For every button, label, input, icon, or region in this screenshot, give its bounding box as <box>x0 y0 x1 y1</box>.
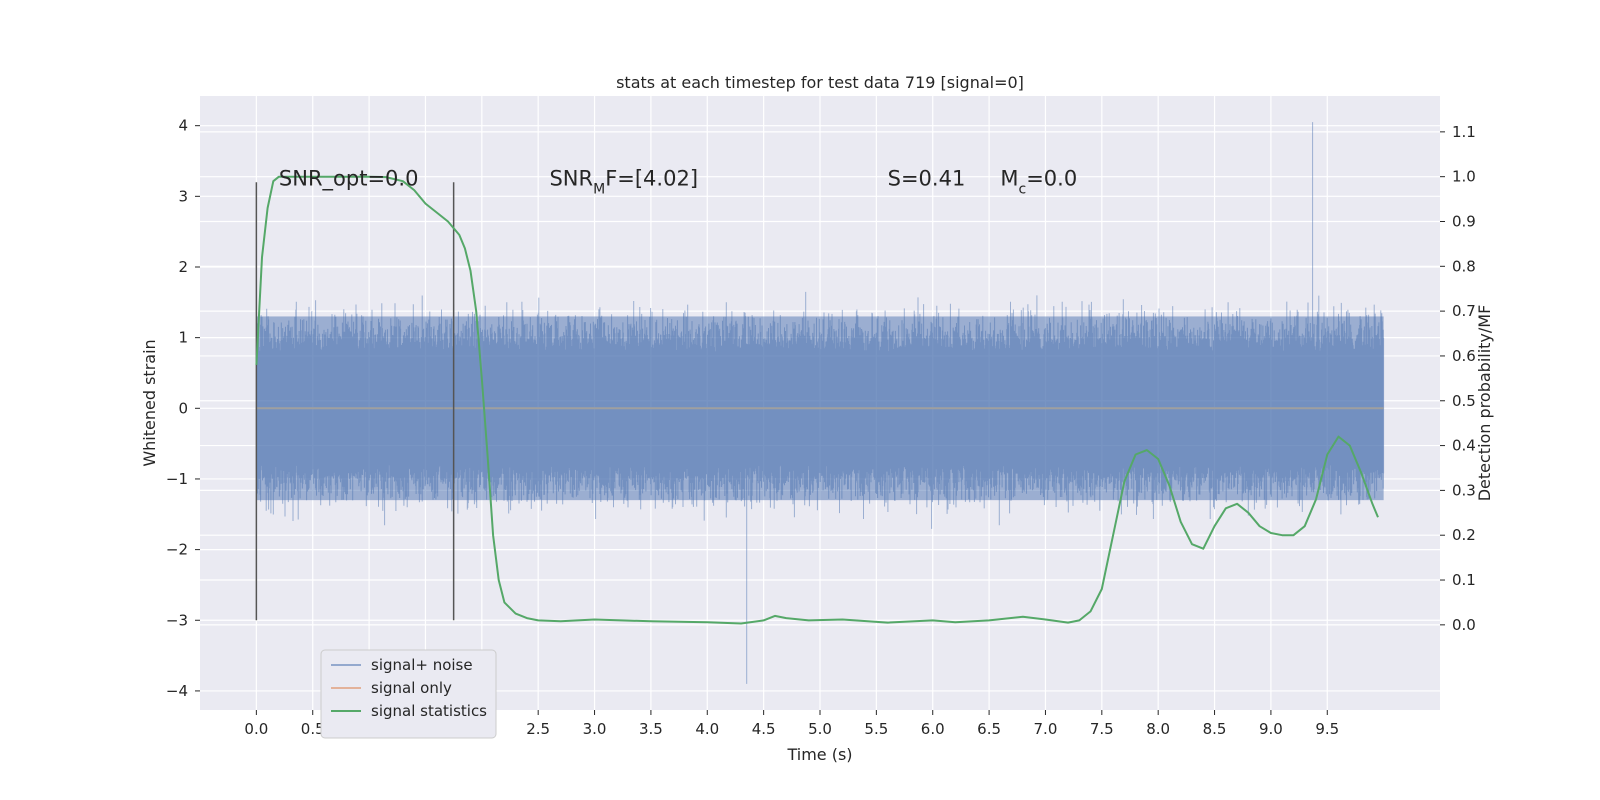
annotation-text: S=0.41 <box>888 167 966 191</box>
x-tick-label: 8.0 <box>1146 720 1170 738</box>
legend-box <box>320 649 497 739</box>
y-tick-label: −4 <box>166 682 188 700</box>
y2-tick-label: 0.1 <box>1452 571 1476 589</box>
x-tick-label: 4.5 <box>752 720 776 738</box>
x-tick-label: 0.5 <box>301 720 325 738</box>
x-tick-label: 4.0 <box>695 720 719 738</box>
y2-tick-label: 0.2 <box>1452 526 1476 544</box>
y-tick-label: 4 <box>178 117 188 135</box>
y-tick-label: 0 <box>178 399 188 417</box>
x-tick-label: 8.5 <box>1203 720 1227 738</box>
legend-label-signal-noise: signal+ noise <box>371 656 473 674</box>
y2-tick-label: 1.1 <box>1452 123 1476 141</box>
x-tick-label: 5.0 <box>808 720 832 738</box>
y-tick-label: −2 <box>166 541 188 559</box>
y-tick-label: 3 <box>178 187 188 205</box>
y2-tick-label: 0.9 <box>1452 212 1476 230</box>
x-tick-label: 3.0 <box>583 720 607 738</box>
annotations: SNR_opt=0.0 SNRMF=[4.02] S=0.41 Mc=0.0 <box>279 167 1077 198</box>
y2-axis-ticks: 0.0 0.1 0.2 0.3 0.4 0.5 0.6 0.7 0.8 0.9 1.0 1.1 <box>1440 123 1476 634</box>
legend-label-signal-only: signal only <box>371 679 452 697</box>
signal-statistics-line <box>255 175 1379 625</box>
y2-tick-label: 0.5 <box>1452 392 1476 410</box>
marker-lines <box>255 182 455 621</box>
y-tick-label: −1 <box>166 470 188 488</box>
y2-tick-label: 0.7 <box>1452 302 1476 320</box>
signal-statistics-series <box>255 175 1379 625</box>
y2-tick-label: 0.3 <box>1452 481 1476 499</box>
annotation-text: Mc=0.0 <box>1000 167 1077 198</box>
x-tick-label: 7.0 <box>1034 720 1058 738</box>
y-tick-label: −3 <box>166 611 188 629</box>
y2-axis-label: Detection probability/MF <box>1475 305 1494 502</box>
x-tick-label: 5.5 <box>864 720 888 738</box>
y-axis-ticks: −4 −3 −2 −1 0 1 2 3 4 <box>166 117 200 700</box>
y2-tick-label: 1.0 <box>1452 168 1476 186</box>
x-tick-label: 9.0 <box>1259 720 1283 738</box>
x-tick-label: 6.0 <box>921 720 945 738</box>
annotation-text: SNR_opt=0.0 <box>279 167 419 192</box>
chart-title: stats at each timestep for test data 719… <box>616 73 1024 92</box>
x-tick-label: 9.5 <box>1315 720 1339 738</box>
y2-tick-label: 0.0 <box>1452 616 1476 634</box>
y2-tick-label: 0.6 <box>1452 347 1476 365</box>
y2-tick-label: 0.4 <box>1452 437 1476 455</box>
x-tick-label: 3.5 <box>639 720 663 738</box>
y-axis-label: Whitened strain <box>140 339 159 466</box>
x-tick-label: 6.5 <box>977 720 1001 738</box>
x-tick-label: 7.5 <box>1090 720 1114 738</box>
x-tick-label: 2.5 <box>526 720 550 738</box>
legend-label-signal-statistics: signal statistics <box>371 702 487 720</box>
x-tick-label: 0.0 <box>244 720 268 738</box>
y2-tick-label: 0.8 <box>1452 257 1476 275</box>
y-tick-label: 2 <box>178 258 188 276</box>
legend: signal+ noise signal only signal statist… <box>320 649 497 739</box>
x-axis-ticks: 0.00.51.01.52.02.53.03.54.04.55.05.56.06… <box>244 710 1339 738</box>
x-axis-label: Time (s) <box>786 745 852 764</box>
annotation-text: SNRMF=[4.02] <box>549 167 698 198</box>
y-tick-label: 1 <box>178 329 188 347</box>
